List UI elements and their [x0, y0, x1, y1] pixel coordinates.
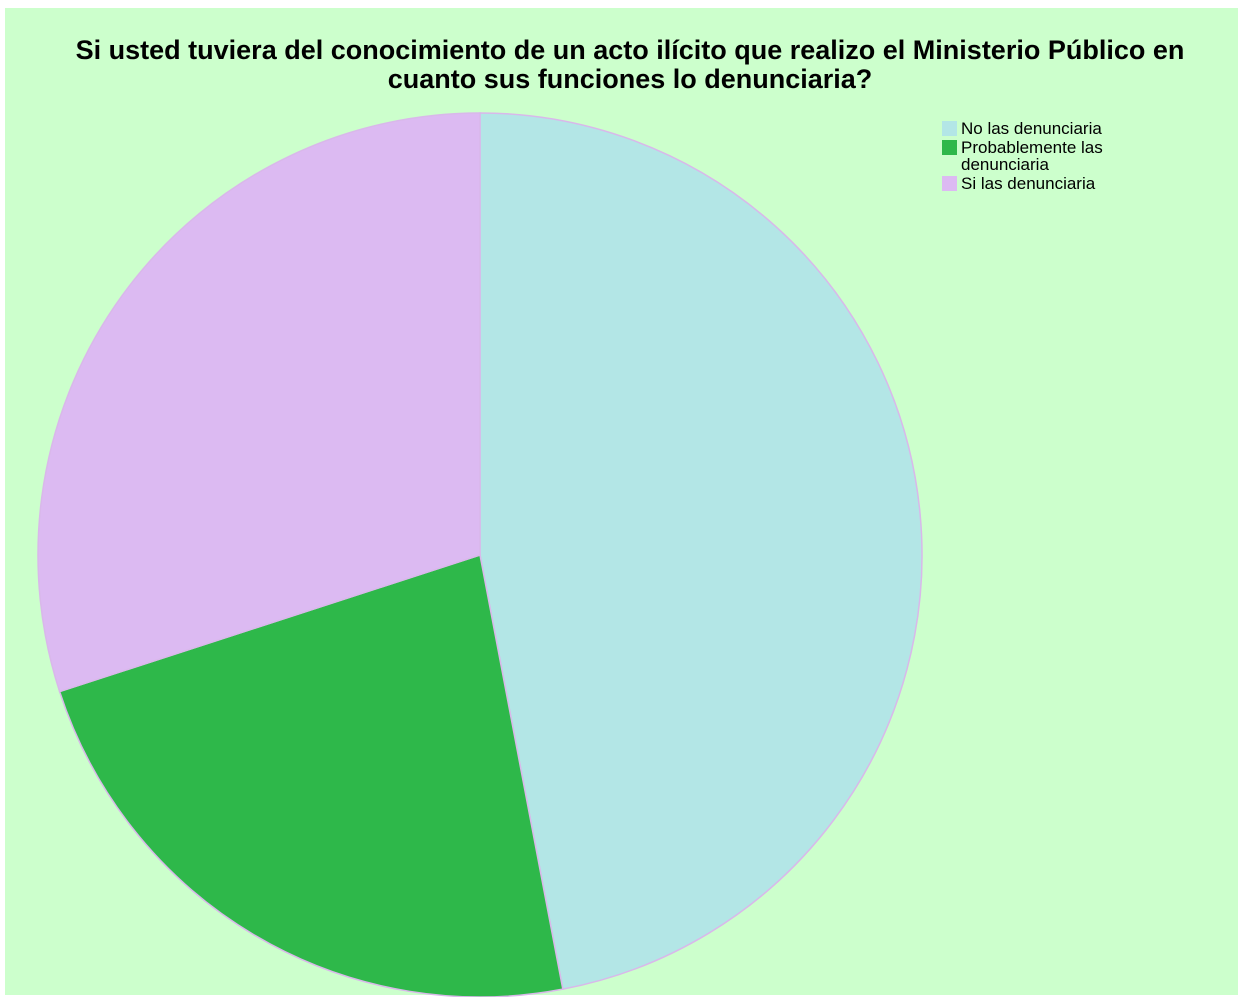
legend-label: Probablemente las denunciaria: [961, 138, 1103, 174]
chart-title: Si usted tuviera del conocimiento de un …: [75, 35, 1185, 94]
legend-swatch: [942, 176, 957, 191]
legend-label: Si las denunciaria: [961, 174, 1096, 193]
legend-entry: Probablemente las denunciaria: [942, 139, 1152, 173]
legend: No las denunciaria Probablemente las denu…: [942, 120, 1152, 194]
legend-label: No las denunciaria: [961, 119, 1102, 138]
legend-swatch: [942, 121, 957, 136]
pie-slice: [37, 112, 481, 693]
legend-entry: No las denunciaria: [942, 120, 1152, 137]
pie-slice: [479, 112, 923, 991]
legend-entry: Si las denunciaria: [942, 175, 1152, 192]
legend-swatch: [942, 140, 957, 155]
